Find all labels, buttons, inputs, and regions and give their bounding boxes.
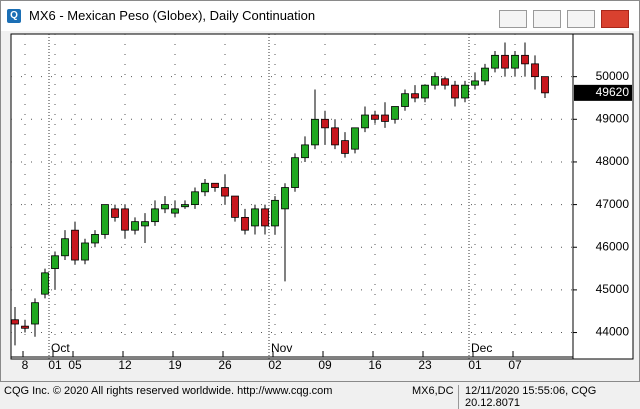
month-label: Nov <box>271 341 292 355</box>
x-tick-label: 26 <box>218 358 232 372</box>
candle-body <box>411 93 419 99</box>
symbol-info: MX6,DC <box>412 385 454 397</box>
candle-body <box>91 234 99 244</box>
candle-body <box>441 78 449 86</box>
candle-body <box>251 208 259 227</box>
y-tick-label: 47000 <box>596 197 630 211</box>
candle-body <box>11 319 19 325</box>
y-tick-label: 46000 <box>596 239 630 253</box>
candle-body <box>431 76 439 86</box>
month-label: Oct <box>51 341 70 355</box>
pin-button[interactable] <box>499 10 527 28</box>
x-tick-label: 02 <box>268 358 282 372</box>
month-label: Dec <box>471 341 492 355</box>
candle-body <box>391 106 399 120</box>
title-bar: Q MX6 - Mexican Peso (Globex), Daily Con… <box>1 1 639 31</box>
candle-body <box>401 93 409 107</box>
y-tick-label: 45000 <box>596 282 630 296</box>
chart: 44000 45000 46000 47000 48000 49000 50000 8 01 Oc… <box>10 33 634 372</box>
y-tick-label: 49000 <box>596 111 630 125</box>
candle-body <box>311 118 319 146</box>
candle-body <box>121 208 129 231</box>
candle-body <box>231 195 239 218</box>
minimize-button[interactable] <box>533 10 561 28</box>
candle-body <box>241 216 249 231</box>
candle-body <box>511 54 519 69</box>
candle-body <box>141 221 149 227</box>
candle-body <box>71 229 79 261</box>
window: Q MX6 - Mexican Peso (Globex), Daily Con… <box>0 0 640 382</box>
candle-body <box>281 187 289 210</box>
candle-body <box>151 208 159 223</box>
candle-body <box>481 67 489 82</box>
candle-body <box>161 204 169 210</box>
candle-body <box>501 54 509 69</box>
candle-body <box>261 208 269 227</box>
y-tick-label: 44000 <box>596 325 630 339</box>
candle-body <box>211 182 219 188</box>
candle-body <box>61 238 69 257</box>
candle-body <box>51 255 59 269</box>
window-title: MX6 - Mexican Peso (Globex), Daily Conti… <box>29 8 316 23</box>
candle-body <box>171 208 179 214</box>
timestamp: 12/11/2020 15:55:06, CQG 20.12.8071 <box>458 385 640 409</box>
x-tick-label: 01 <box>48 358 62 372</box>
candle-body <box>451 84 459 99</box>
candle-body <box>101 204 109 235</box>
candle-body <box>331 127 339 146</box>
candle-body <box>471 80 479 86</box>
candle-body <box>321 118 329 129</box>
candle-body <box>341 140 349 154</box>
y-tick-label: 50000 <box>596 69 630 83</box>
copyright: CQG Inc. © 2020 All rights reserved worl… <box>4 385 333 397</box>
candle-body <box>361 114 369 129</box>
candle-body <box>371 114 379 120</box>
x-tick-label: 23 <box>418 358 432 372</box>
last-price-box <box>574 84 632 101</box>
candle-body <box>381 114 389 122</box>
candle-body <box>131 221 139 231</box>
x-tick-label: 16 <box>368 358 382 372</box>
x-tick-label: 12 <box>118 358 132 372</box>
last-price-label: 49620 <box>596 85 630 99</box>
candle-body <box>531 63 539 78</box>
candle-body <box>181 204 189 208</box>
candle-body <box>461 84 469 99</box>
y-tick-label: 48000 <box>596 154 630 168</box>
candle-body <box>111 208 119 218</box>
candle-body <box>271 199 279 227</box>
x-tick-label: 05 <box>68 358 82 372</box>
x-tick-label: 09 <box>318 358 332 372</box>
candle-body <box>21 325 29 329</box>
chart-pane <box>10 33 634 360</box>
x-tick-label: 8 <box>22 358 29 372</box>
candle-body <box>301 144 309 159</box>
x-tick-label: 07 <box>508 358 522 372</box>
status-bar: CQG Inc. © 2020 All rights reserved worl… <box>0 384 640 409</box>
candle-body <box>41 272 49 295</box>
candle-body <box>541 76 549 94</box>
candle-body <box>201 182 209 193</box>
candle-body <box>521 54 529 65</box>
candle-body <box>221 187 229 197</box>
candle-body <box>191 191 199 205</box>
close-button[interactable] <box>601 10 629 28</box>
candle-body <box>491 54 499 69</box>
maximize-button[interactable] <box>567 10 595 28</box>
candle-body <box>81 242 89 261</box>
x-tick-label: 01 <box>468 358 482 372</box>
candle-body <box>351 127 359 150</box>
candle-body <box>31 302 39 325</box>
app-icon: Q <box>7 9 21 23</box>
x-tick-label: 19 <box>168 358 182 372</box>
candle-body <box>421 84 429 99</box>
candle-body <box>291 157 299 188</box>
